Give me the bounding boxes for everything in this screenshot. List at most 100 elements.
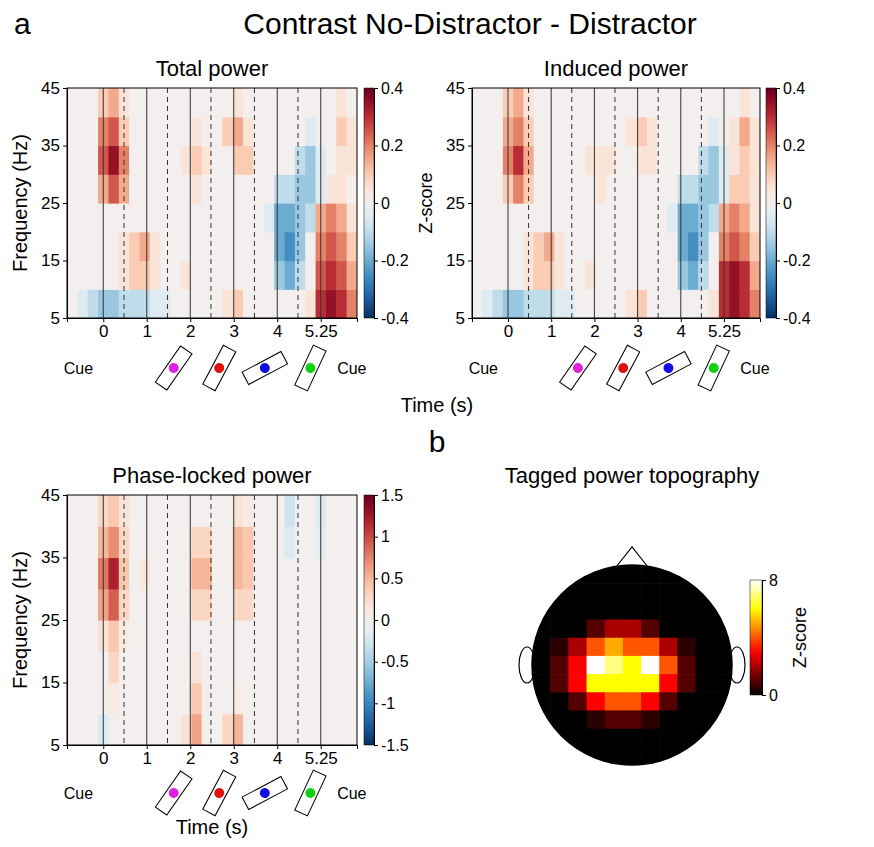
cell: [568, 674, 587, 693]
cell: [696, 656, 715, 675]
stimulus: [698, 345, 729, 391]
cell: [253, 117, 264, 146]
cell: [750, 232, 760, 261]
cell: [160, 232, 171, 261]
cell: [305, 620, 316, 652]
cell: [336, 117, 347, 146]
cell: [67, 146, 78, 175]
cell: [523, 261, 534, 290]
cell: [243, 289, 254, 318]
cell: [191, 589, 202, 621]
cell: [657, 88, 668, 117]
cell: [222, 589, 233, 621]
cell: [67, 117, 78, 146]
cell: [657, 174, 668, 203]
cell: [472, 232, 483, 261]
cell: [212, 526, 223, 558]
panel-title: Induced power: [544, 56, 688, 81]
cell: [623, 692, 642, 711]
cell: [150, 620, 161, 652]
cell: [129, 651, 140, 683]
cell: [336, 651, 347, 683]
cell: [696, 638, 715, 657]
cell: [605, 638, 624, 657]
cell: [222, 289, 233, 318]
cell: [550, 620, 569, 639]
tick: -0.5: [374, 653, 409, 670]
cell: [678, 203, 689, 232]
cell: [274, 174, 285, 203]
cell: [253, 232, 264, 261]
cell: [305, 203, 316, 232]
cell: [667, 203, 678, 232]
cell: [550, 674, 569, 693]
tick-mark: [468, 261, 472, 262]
cell: [295, 117, 306, 146]
event-onset: [637, 88, 638, 318]
cell: [623, 565, 642, 584]
cell: [677, 656, 696, 675]
cell: [482, 117, 493, 146]
cell: [285, 203, 296, 232]
cell: [77, 203, 88, 232]
cell: [554, 261, 565, 290]
axis: 012345.25: [473, 318, 761, 341]
cell: [129, 88, 140, 117]
tick-label: 25: [41, 611, 60, 630]
tick-label: 45: [446, 79, 465, 98]
cell: [253, 683, 264, 715]
head-outline: [532, 565, 732, 765]
cell: [657, 289, 668, 318]
cell: [714, 565, 733, 584]
cell: [243, 714, 254, 745]
cell: [565, 289, 576, 318]
tick-label: 1.5: [381, 487, 403, 504]
cell: [347, 146, 357, 175]
cell: [140, 526, 151, 558]
cell: [605, 656, 624, 675]
cell: [295, 88, 306, 117]
cell: [295, 683, 306, 715]
cell: [129, 558, 140, 590]
cell: [623, 656, 642, 675]
cell: [222, 526, 233, 558]
cell: [575, 88, 586, 117]
cell: [698, 261, 709, 290]
cell: [160, 88, 171, 117]
cell: [67, 589, 78, 621]
cell: [677, 620, 696, 639]
axis: -0.4-0.200.20.4: [374, 80, 409, 327]
cell: [264, 232, 275, 261]
cell: [222, 558, 233, 590]
tick: 8: [762, 572, 778, 589]
cell: [709, 146, 720, 175]
cell: [709, 289, 720, 318]
cell: [326, 495, 337, 527]
cell: [657, 203, 668, 232]
cell: [171, 714, 182, 745]
tick-mark: [776, 261, 780, 262]
cell: [513, 289, 524, 318]
cell: [623, 747, 642, 766]
cell: [274, 495, 285, 527]
cell: [587, 729, 606, 748]
cell: [253, 88, 264, 117]
cell: [575, 232, 586, 261]
cell: [108, 526, 119, 558]
stimulus-bar: [155, 771, 192, 815]
cell: [729, 146, 740, 175]
tick: 15: [41, 673, 67, 692]
cell: [305, 526, 316, 558]
cell: [274, 683, 285, 715]
cell: [739, 289, 750, 318]
cell: [587, 692, 606, 711]
cell: [626, 289, 637, 318]
tick-mark: [468, 146, 472, 147]
cell: [305, 683, 316, 715]
stimulus: [646, 351, 691, 384]
cell: [140, 683, 151, 715]
axis-title: Time (s): [401, 394, 474, 416]
tick-label: 0: [99, 322, 108, 341]
cell: [140, 495, 151, 527]
cell: [326, 651, 337, 683]
